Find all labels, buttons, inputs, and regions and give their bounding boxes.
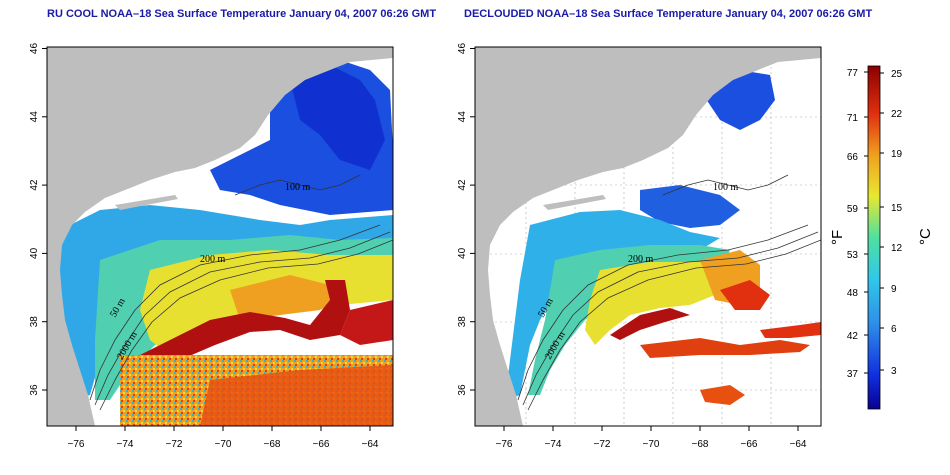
left-y-tick-label: 46	[29, 43, 40, 55]
left-land	[47, 47, 393, 426]
left-y-tick-label: 44	[29, 111, 40, 123]
right-x-tick-label: −68	[692, 439, 709, 450]
left-gulf-stream-east	[340, 300, 393, 345]
left-x-tick-label: −68	[264, 439, 281, 450]
left-map-frame	[46, 46, 394, 427]
left-nova-scotia-shelf-blue	[290, 65, 385, 170]
right-offshore-hot-patch	[700, 385, 745, 405]
right-long-island	[543, 195, 606, 210]
right-y-tick-label: 36	[457, 384, 468, 396]
right-y-tick-label: 46	[457, 43, 468, 55]
right-map-frame	[474, 46, 822, 427]
right-y-tick-label: 40	[457, 247, 468, 259]
right-x-tick-label: −72	[594, 439, 611, 450]
celsius-tick-label: 22	[891, 109, 903, 120]
right-contour-label-100m: 100 m	[713, 182, 739, 193]
right-gulf-stream-east	[720, 280, 770, 310]
fahrenheit-tick-label: 48	[847, 288, 859, 299]
right-bathymetry-contours	[517, 174, 821, 411]
fahrenheit-tick-label: 53	[847, 250, 859, 261]
right-southern-hot-band-2	[760, 322, 821, 338]
right-x-tick-label: −74	[545, 439, 562, 450]
fahrenheit-tick-label: 77	[847, 68, 859, 79]
fahrenheit-tick-label: 37	[847, 369, 859, 380]
left-y-tick-label: 38	[29, 316, 40, 328]
celsius-tick-label: 12	[891, 243, 903, 254]
left-bathymetry-contours	[89, 174, 393, 411]
celsius-tick-label: 25	[891, 69, 903, 80]
right-y-tick-label: 38	[457, 316, 468, 328]
left-x-tick-label: −66	[313, 439, 330, 450]
left-x-tick-label: −74	[117, 439, 134, 450]
left-y-tick-label: 42	[29, 179, 40, 191]
left-x-tick-label: −64	[362, 439, 379, 450]
right-shelf-cool-water	[505, 210, 720, 400]
fahrenheit-unit-label: °F	[829, 230, 846, 245]
right-x-tick-label: −76	[496, 439, 513, 450]
fahrenheit-tick-label: 66	[847, 152, 859, 163]
right-x-tick-label: −70	[643, 439, 660, 450]
right-southern-hot-band	[640, 338, 810, 358]
left-map-title: RU COOL NOAA–18 Sea Surface Temperature …	[47, 8, 437, 20]
left-long-island	[115, 195, 178, 210]
fahrenheit-tick-label: 71	[847, 113, 859, 124]
left-y-tick-label: 36	[29, 384, 40, 396]
right-warm-slope-water	[585, 262, 720, 345]
left-contour-label-200m: 200 m	[200, 254, 226, 265]
colorbar-gradient	[867, 65, 881, 410]
right-map-title: DECLOUDED NOAA–18 Sea Surface Temperatur…	[464, 8, 873, 20]
right-georges-bank-blue	[640, 185, 740, 228]
colorbar-celsius-ticks: 25 22 19 15 12 9 6 3	[880, 69, 903, 377]
celsius-tick-label: 6	[891, 324, 897, 335]
right-y-tick-label: 42	[457, 179, 468, 191]
left-contour-label-100m: 100 m	[285, 182, 311, 193]
right-x-tick-label: −66	[741, 439, 758, 450]
right-land	[475, 47, 821, 426]
left-map-axes: −76 −74 −72 −70 −68 −66 −64 36 38 40 42 44 46	[29, 43, 379, 450]
fahrenheit-tick-label: 59	[847, 204, 859, 215]
left-offshore-hot-water	[200, 365, 393, 426]
celsius-tick-label: 3	[891, 366, 897, 377]
celsius-unit-label: °C	[917, 228, 934, 245]
left-sst-map: 100 m 200 m 50 m 2000 m	[47, 47, 393, 426]
right-map-axes: −76 −74 −72 −70 −68 −66 −64 36 38 40 42 44 46	[457, 43, 807, 450]
left-x-tick-label: −70	[215, 439, 232, 450]
temperature-colorbar: 77 71 66 59 53 48 42 37 25 22 19 15 12 9 6 3 °F °C	[829, 65, 934, 410]
left-orange-water	[230, 275, 340, 320]
right-gulf-stream	[610, 308, 690, 340]
left-nova-scotia	[330, 47, 393, 58]
celsius-tick-label: 19	[891, 149, 903, 160]
right-x-tick-label: −64	[790, 439, 807, 450]
right-sst-map: 100 m 200 m 50 m 2000 m	[475, 47, 821, 426]
right-contour-label-200m: 200 m	[628, 254, 654, 265]
celsius-tick-label: 15	[891, 203, 903, 214]
celsius-tick-label: 9	[891, 284, 897, 295]
left-y-tick-label: 40	[29, 247, 40, 259]
left-x-tick-label: −72	[166, 439, 183, 450]
fahrenheit-tick-label: 42	[847, 331, 859, 342]
right-y-tick-label: 44	[457, 111, 468, 123]
left-x-tick-label: −76	[68, 439, 85, 450]
colorbar-fahrenheit-ticks: 77 71 66 59 53 48 42 37	[847, 68, 868, 380]
